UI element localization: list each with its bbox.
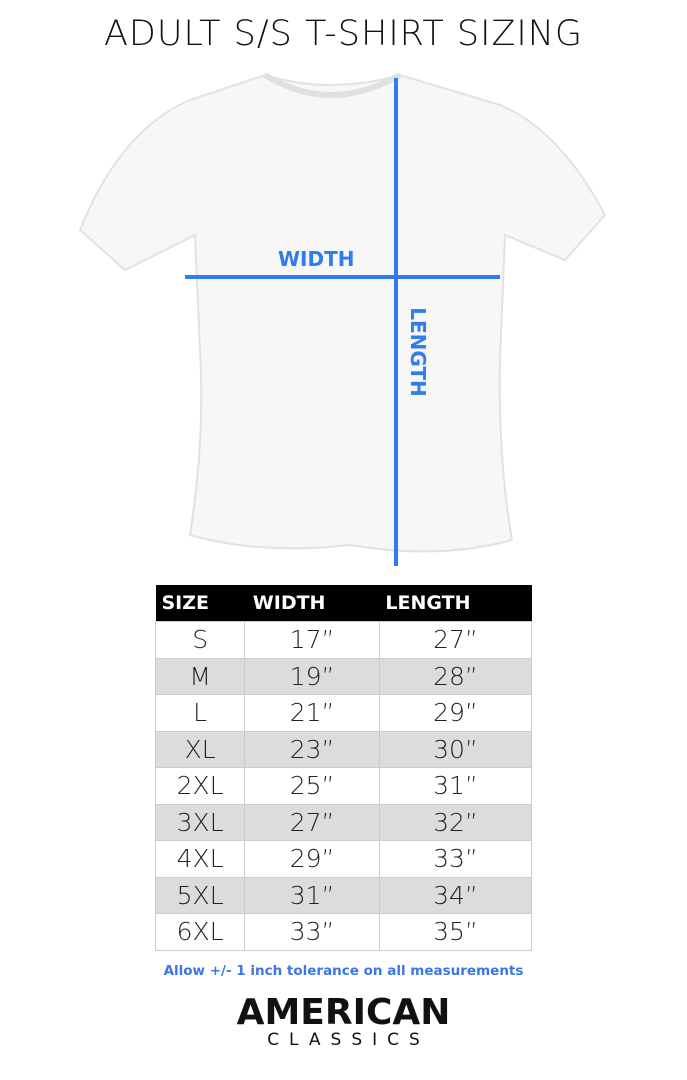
- table-row: L 21” 29”: [154, 694, 533, 732]
- table-row: 4XL 29” 33”: [154, 840, 533, 878]
- cell-size: L: [154, 694, 246, 732]
- table-row: 5XL 31” 34”: [154, 876, 533, 914]
- length-label: LENGTH: [406, 307, 430, 397]
- header-length: LENGTH: [379, 585, 532, 622]
- logo-american: AMERICAN: [236, 992, 451, 1033]
- cell-width: 27”: [244, 803, 380, 841]
- cell-width: 25”: [244, 767, 380, 805]
- cell-length: 28”: [378, 657, 533, 695]
- cell-size: XL: [154, 730, 246, 768]
- cell-length: 27”: [378, 621, 533, 659]
- cell-length: 32”: [378, 803, 533, 841]
- cell-width: 33”: [244, 913, 380, 951]
- cell-length: 35”: [378, 913, 533, 951]
- tolerance-note: Allow +/- 1 inch tolerance on all measur…: [163, 963, 524, 979]
- tshirt-diagram: [78, 72, 607, 566]
- table-header: SIZE WIDTH LENGTH: [155, 585, 532, 622]
- table-row: 2XL 25” 31”: [154, 767, 533, 805]
- size-table: SIZE WIDTH LENGTH S 17” 27” M 19” 28” L 21” 29” X…: [154, 585, 533, 951]
- header-width: WIDTH: [244, 585, 380, 622]
- table-row: 6XL 33” 35”: [154, 913, 533, 951]
- cell-width: 17”: [244, 621, 380, 659]
- cell-length: 33”: [378, 840, 533, 878]
- cell-length: 30”: [378, 730, 533, 768]
- cell-size: 4XL: [154, 840, 246, 878]
- table-row: S 17” 27”: [154, 621, 533, 659]
- cell-size: 5XL: [154, 876, 246, 914]
- page-title: ADULT S/S T-SHIRT SIZING: [103, 14, 584, 54]
- cell-size: 2XL: [154, 767, 246, 805]
- cell-width: 23”: [244, 730, 380, 768]
- cell-length: 31”: [378, 767, 533, 805]
- table-row: M 19” 28”: [154, 657, 533, 695]
- logo-classics: CLASSICS: [267, 1030, 430, 1050]
- cell-size: S: [154, 621, 246, 659]
- cell-size: 3XL: [154, 803, 246, 841]
- cell-width: 29”: [244, 840, 380, 878]
- header-size: SIZE: [155, 585, 245, 622]
- cell-width: 19”: [244, 657, 380, 695]
- cell-length: 34”: [378, 876, 533, 914]
- cell-length: 29”: [378, 694, 533, 732]
- cell-size: M: [154, 657, 246, 695]
- tshirt-collar: [263, 72, 402, 98]
- cell-width: 21”: [244, 694, 380, 732]
- table-row: 3XL 27” 32”: [154, 803, 533, 841]
- table-row: XL 23” 30”: [154, 730, 533, 768]
- tshirt-shape: [78, 73, 607, 553]
- cell-size: 6XL: [154, 913, 246, 951]
- width-label: WIDTH: [278, 247, 355, 271]
- cell-width: 31”: [244, 876, 380, 914]
